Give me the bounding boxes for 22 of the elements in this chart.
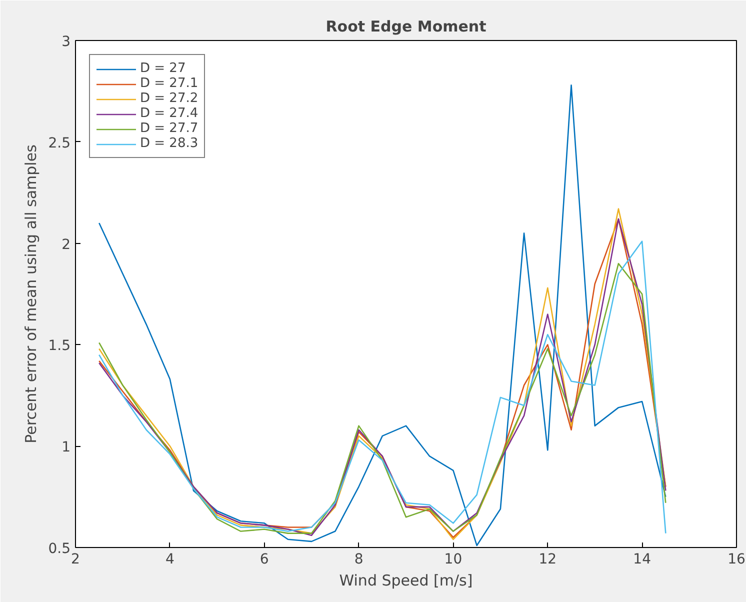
y-tick-label: 2	[62, 236, 71, 253]
y-tick-label: 2.5	[48, 135, 70, 152]
x-axis-title: Wind Speed [m/s]	[339, 572, 473, 590]
legend-label: D = 28.3	[140, 136, 198, 151]
legend-label: D = 27.4	[140, 106, 198, 121]
y-tick-label: 0.5	[48, 541, 70, 557]
legend-label: D = 27.2	[140, 91, 198, 106]
y-axis-title: Percent error of mean using all samples	[22, 144, 40, 444]
y-tick-label: 1.5	[48, 338, 70, 354]
legend-label: D = 27	[140, 61, 186, 76]
x-tick-label: 12	[538, 552, 557, 568]
y-tick-label: 3	[62, 34, 71, 50]
x-tick-label: 16	[728, 552, 746, 568]
x-tick-label: 14	[633, 552, 652, 568]
chart-title: Root Edge Moment	[326, 18, 486, 36]
y-tick-label: 1	[62, 440, 71, 456]
x-tick-label: 4	[165, 552, 174, 568]
legend-label: D = 27.7	[140, 121, 198, 136]
x-tick-label: 6	[260, 552, 269, 568]
x-tick-label: 10	[444, 552, 462, 568]
legend-label: D = 27.1	[140, 76, 198, 91]
x-tick-label: 8	[354, 552, 364, 568]
